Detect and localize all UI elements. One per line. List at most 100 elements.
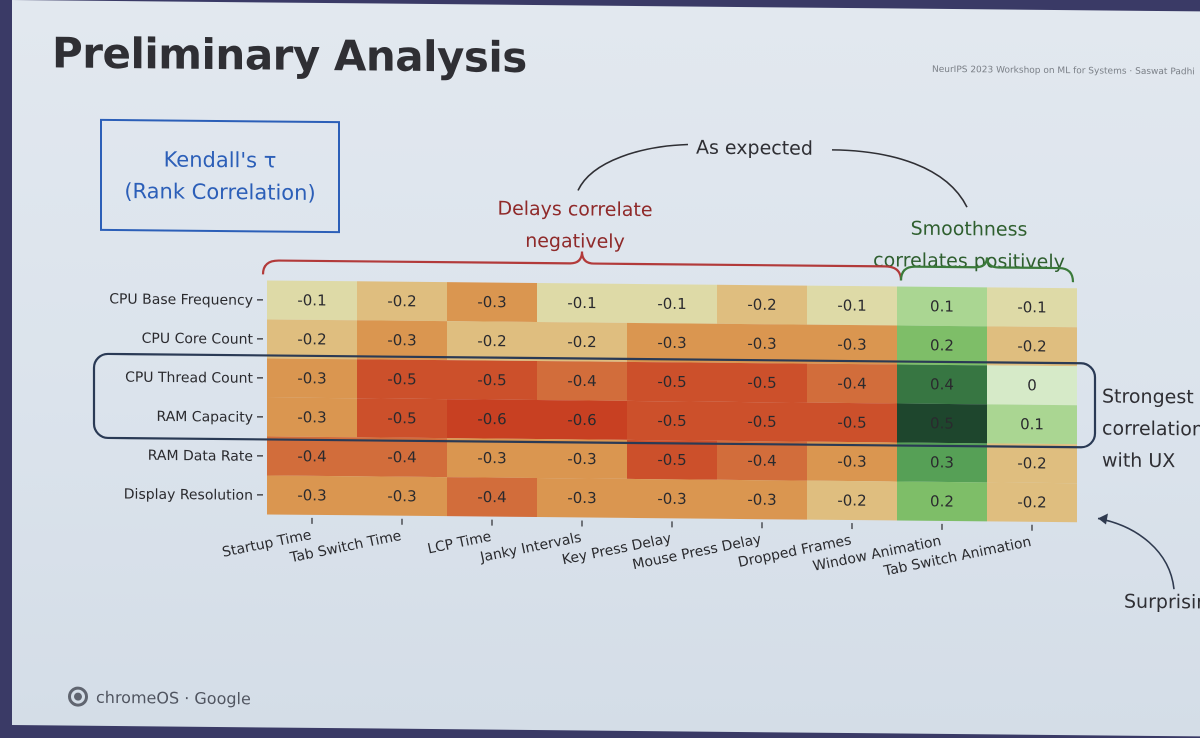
cell-value-label: -0.3 [477, 449, 506, 467]
heatmap-cell [537, 322, 627, 362]
cell-value-label: -0.2 [477, 332, 506, 350]
cell-value-label: 0.5 [930, 414, 954, 432]
heatmap-cell [987, 482, 1077, 523]
heatmap-cell [447, 477, 537, 518]
row-label: RAM Capacity [157, 409, 253, 426]
heatmap-cell [717, 284, 807, 325]
cell-value-label: -0.2 [297, 330, 326, 348]
heatmap-cell [897, 325, 987, 366]
heatmap-cell [627, 478, 717, 519]
cell-value-label: -0.3 [297, 369, 326, 387]
heatmap-cell [267, 397, 357, 438]
cell-value-label: -0.5 [477, 371, 506, 389]
heatmap-cell [717, 479, 807, 520]
cell-value-label: 0.1 [1020, 415, 1044, 433]
heatmap-cell [357, 398, 447, 439]
heatmap-cell [357, 281, 447, 322]
heatmap-cell [627, 361, 717, 402]
arrow-to-delays [577, 143, 689, 191]
footer-text: chromeOS · Google [96, 687, 251, 708]
cell-value-label: -0.3 [567, 489, 596, 507]
cell-value-label: 0.3 [930, 453, 954, 471]
arrow-to-smoothness [831, 149, 968, 208]
cell-value-label: -0.3 [387, 487, 416, 505]
heatmap-cell [357, 437, 447, 478]
cell-value-label: -0.2 [387, 292, 416, 310]
row-label: CPU Core Count [142, 331, 254, 348]
cell-value-label: -0.4 [747, 452, 776, 470]
chart-decorations [92, 143, 1175, 590]
cell-value-label: -0.5 [387, 409, 416, 427]
row-label: Display Resolution [124, 487, 253, 504]
heatmap-cell [717, 362, 807, 403]
heatmap-cell [357, 476, 447, 517]
cell-value-label: -0.2 [1017, 493, 1046, 511]
cell-value-label: -0.3 [657, 334, 686, 352]
heatmap-cell [897, 364, 987, 405]
cell-value-label: -0.5 [747, 413, 776, 431]
heatmap-cell [627, 322, 717, 363]
heatmap-cell [357, 359, 447, 400]
cell-value-label: 0.4 [930, 375, 954, 393]
footer-logo: chromeOS · Google [68, 686, 251, 709]
heatmap-cells: -0.1 -0.2 -0.3 -0.1 -0.1 -0.2 -0.1 0.1 -0.1 -0.2 -… [267, 280, 1077, 523]
heatmap-cell [537, 439, 627, 479]
cell-value-label: -0.2 [747, 296, 776, 314]
heatmap-cell [807, 402, 897, 443]
heatmap-cell [267, 358, 357, 399]
cell-value-label: -0.1 [567, 294, 596, 312]
cell-value-label: -0.3 [297, 486, 326, 504]
cell-value-label: 0.1 [930, 297, 954, 315]
cell-value-label: -0.3 [747, 491, 776, 509]
heatmap-cell [717, 323, 807, 364]
cell-value-label: 0.2 [930, 492, 954, 510]
cell-value-label: -0.4 [567, 372, 596, 390]
slide: Preliminary Analysis NeurIPS 2023 Worksh… [12, 0, 1200, 737]
cell-value-label: -0.2 [1017, 454, 1046, 472]
cell-value-label: -0.1 [657, 295, 686, 313]
chrome-icon [68, 686, 88, 707]
heatmap-cell [897, 442, 987, 483]
heatmap-cell [537, 400, 627, 440]
heatmap-cell [987, 365, 1077, 406]
heatmap-cell [447, 321, 537, 362]
heatmap-cell [897, 481, 987, 522]
cell-value-label: -0.2 [1017, 337, 1046, 355]
heatmap-cell [447, 399, 537, 440]
row-label: RAM Data Rate [148, 448, 253, 465]
heatmap-cell [627, 400, 717, 441]
heatmap-cell [717, 401, 807, 442]
heatmap-cell [447, 282, 537, 323]
correlation-heatmap: -0.1 -0.2 -0.3 -0.1 -0.1 -0.2 -0.1 0.1 -0.1 -0.2 -… [92, 143, 1175, 590]
cell-value-label: -0.5 [837, 413, 866, 431]
heatmap-cell [267, 475, 357, 516]
heatmap-cell [537, 478, 627, 518]
cell-value-label: -0.4 [297, 447, 326, 465]
heatmap-cell [267, 436, 357, 477]
heatmap-cell [537, 283, 627, 323]
heatmap-cell [897, 403, 987, 444]
heatmap-cell [987, 443, 1077, 484]
heatmap-cell [267, 280, 357, 321]
row-label: CPU Thread Count [125, 370, 253, 387]
heatmap-cell [447, 360, 537, 401]
cell-value-label: 0 [1027, 376, 1037, 394]
cell-value-label: -0.6 [477, 410, 506, 428]
heatmap-cell [717, 440, 807, 481]
heatmap-cell [537, 361, 627, 401]
cell-value-label: -0.3 [747, 335, 776, 353]
cell-value-label: -0.3 [387, 331, 416, 349]
delays-bracket [261, 251, 903, 281]
heatmap-cell [897, 286, 987, 327]
cell-value-label: -0.1 [1017, 298, 1046, 316]
heatmap-cell [987, 287, 1077, 328]
heatmap-cell [807, 480, 897, 521]
heatmap-cell [627, 439, 717, 480]
cell-value-label: -0.5 [657, 412, 686, 430]
cell-value-label: -0.6 [567, 411, 596, 429]
cell-value-label: -0.4 [837, 374, 866, 392]
row-labels: CPU Base Frequency CPU Core Count CPU Thre… [109, 291, 263, 504]
cell-value-label: -0.5 [657, 451, 686, 469]
cell-value-label: -0.5 [657, 373, 686, 391]
